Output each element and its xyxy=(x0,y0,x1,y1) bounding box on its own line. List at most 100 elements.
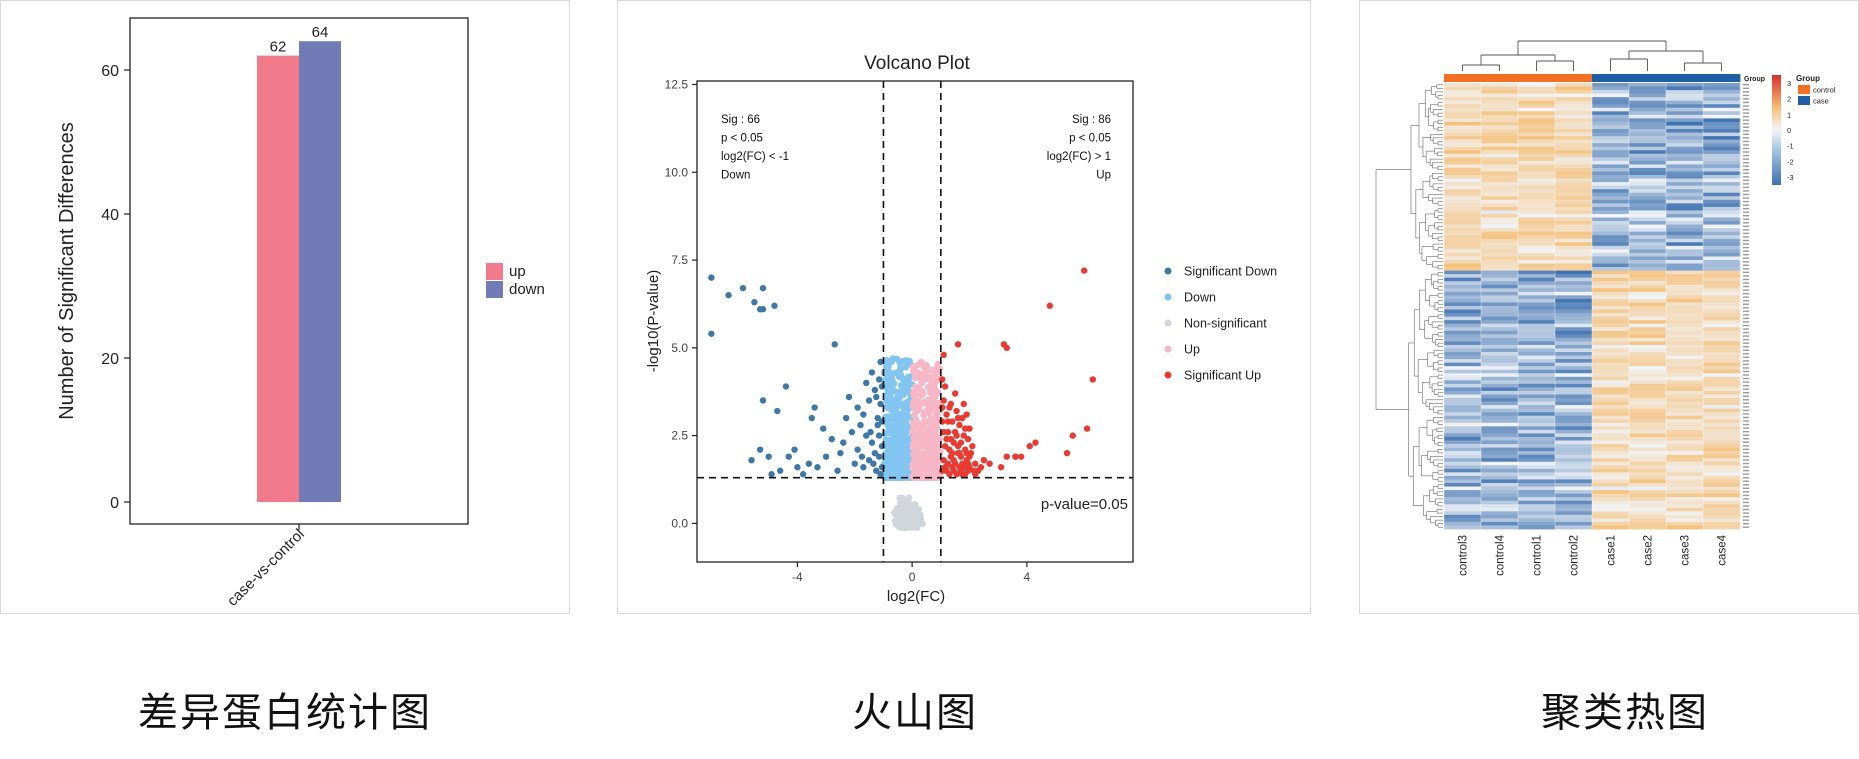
heatmap-cell xyxy=(1555,426,1593,431)
heatmap-cell xyxy=(1629,352,1667,356)
heatmap-cell xyxy=(1444,383,1482,388)
point-significant-down xyxy=(759,284,767,292)
heatmap-cell xyxy=(1592,458,1630,463)
heatmap-cell xyxy=(1518,281,1556,286)
heatmap-cell xyxy=(1666,398,1704,402)
row-label-mark xyxy=(1743,239,1749,242)
heatmap-cell xyxy=(1555,444,1593,448)
row-label-mark xyxy=(1743,314,1749,316)
heatmap-cell xyxy=(1555,316,1593,321)
heatmap-cell xyxy=(1518,398,1556,402)
heatmap-cell xyxy=(1629,206,1667,211)
point-significant-up xyxy=(941,383,949,390)
heatmap-cell xyxy=(1518,401,1556,406)
point-down xyxy=(892,436,899,444)
heatmap-cell xyxy=(1518,337,1556,342)
heatmap-cell xyxy=(1666,231,1704,236)
volcano-title: Volcano Plot xyxy=(864,53,970,74)
point-significant-up xyxy=(977,464,985,471)
row-label-mark xyxy=(1743,186,1749,189)
heatmap-cell xyxy=(1555,221,1593,225)
heatmap-cell xyxy=(1703,344,1741,349)
heatmap-cell xyxy=(1518,451,1556,456)
heatmap-cell xyxy=(1518,309,1556,314)
volcano-y-tick-label: 0.0 xyxy=(671,516,688,530)
point-significant-up xyxy=(946,471,953,478)
row-label-mark xyxy=(1743,169,1749,171)
heatmap-cell xyxy=(1666,104,1704,109)
heatmap-cell xyxy=(1555,302,1593,307)
row-label-mark xyxy=(1743,473,1749,475)
colorbar-tick-label: 0 xyxy=(1787,126,1791,135)
point-significant-down xyxy=(877,400,884,408)
row-label-mark xyxy=(1743,310,1749,313)
heatmap-cell xyxy=(1703,341,1741,346)
heatmap-cell xyxy=(1666,412,1704,417)
bar-y-axis-label: Number of Significant Differences xyxy=(56,122,78,420)
heatmap-cell xyxy=(1555,206,1593,211)
point-significant-up xyxy=(953,407,960,415)
heatmap-cell xyxy=(1629,451,1667,456)
heatmap-cell xyxy=(1555,341,1593,346)
point-down xyxy=(888,358,896,366)
heatmap-cell xyxy=(1592,178,1630,183)
heatmap-cell xyxy=(1666,454,1704,459)
heatmap-cell xyxy=(1518,100,1556,105)
row-label-mark xyxy=(1743,151,1749,153)
heatmap-cell xyxy=(1703,352,1741,356)
row-label-mark xyxy=(1743,335,1749,337)
heatmap-cell xyxy=(1629,203,1667,208)
heatmap-cell xyxy=(1592,486,1630,491)
point-significant-up xyxy=(939,418,946,425)
heatmap-cell xyxy=(1666,238,1704,243)
heatmap-cell xyxy=(1555,284,1593,289)
heatmap-cell xyxy=(1592,114,1630,119)
heatmap-cell xyxy=(1518,316,1556,321)
heatmap-cell xyxy=(1555,327,1593,332)
row-label-mark xyxy=(1743,413,1749,415)
point-non-significant xyxy=(898,524,905,531)
row-label-mark xyxy=(1743,98,1749,100)
heatmap-cell xyxy=(1666,465,1704,470)
heatmap-cell xyxy=(1592,497,1630,502)
heatmap-cell xyxy=(1444,394,1482,399)
heatmap-cell xyxy=(1444,249,1482,254)
heatmap-cell xyxy=(1518,344,1556,349)
heatmap-cell xyxy=(1666,422,1704,427)
heatmap-cell xyxy=(1444,323,1482,328)
point-significant-up xyxy=(950,467,957,474)
point-significant-down xyxy=(854,446,861,453)
heatmap-cell xyxy=(1481,465,1519,470)
heatmap-cell xyxy=(1629,405,1667,410)
heatmap-cell xyxy=(1518,178,1556,183)
heatmap-cell xyxy=(1444,160,1482,165)
heatmap-cell xyxy=(1518,458,1556,463)
heatmap-cell xyxy=(1592,380,1630,385)
heatmap-cell xyxy=(1629,157,1667,162)
column-label: case3 xyxy=(1680,535,1692,566)
heatmap-cell xyxy=(1518,447,1556,452)
heatmap-cell xyxy=(1518,493,1556,498)
heatmap-cell xyxy=(1555,235,1593,240)
heatmap-cell xyxy=(1444,146,1482,151)
point-significant-down xyxy=(782,383,790,390)
heatmap-cell xyxy=(1481,344,1519,349)
point-significant-down xyxy=(878,418,886,425)
heatmap-cell xyxy=(1592,274,1630,279)
point-significant-down xyxy=(725,291,732,299)
point-significant-up xyxy=(951,390,959,397)
heatmap-cell xyxy=(1555,433,1593,438)
heatmap-cell xyxy=(1703,298,1741,303)
heatmap-cell xyxy=(1555,267,1593,272)
heatmap-cell xyxy=(1481,160,1519,165)
heatmap-cell xyxy=(1518,514,1556,519)
heatmap-cell xyxy=(1629,511,1667,516)
heatmap-cell xyxy=(1555,355,1593,360)
heatmap-cell xyxy=(1703,125,1741,130)
point-significant-up xyxy=(1012,453,1019,460)
heatmap-cell xyxy=(1629,238,1667,243)
heatmap-cell xyxy=(1444,104,1482,109)
row-label-mark xyxy=(1743,409,1749,412)
heatmap-cell xyxy=(1703,383,1741,388)
row-label-mark xyxy=(1743,108,1749,111)
